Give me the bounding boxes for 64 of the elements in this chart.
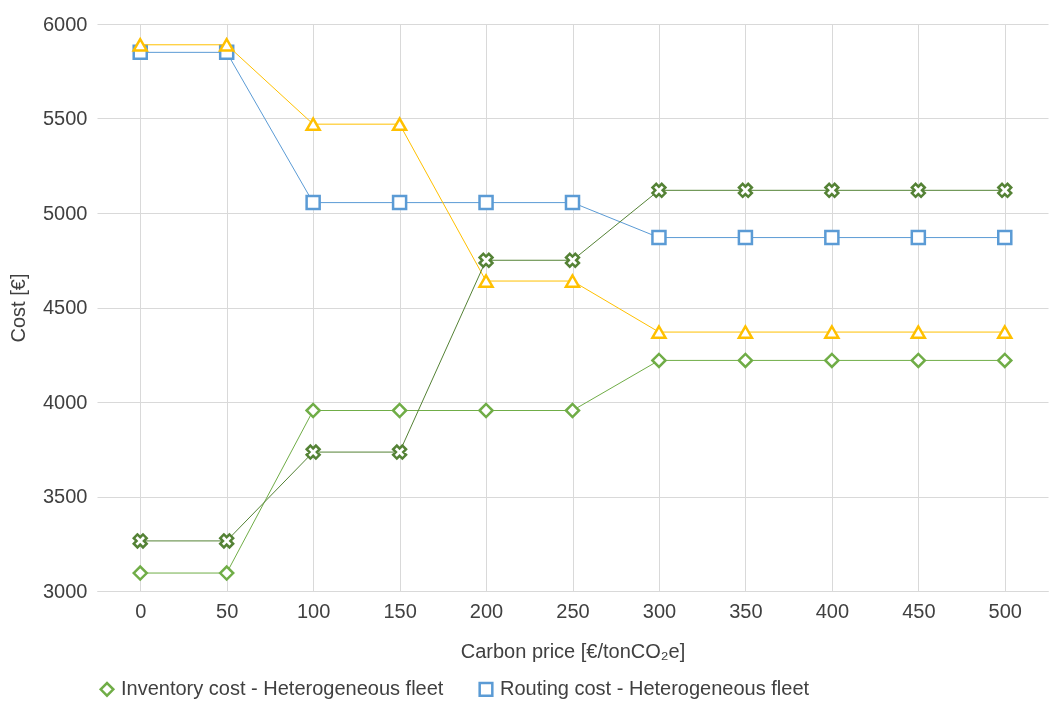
x-tick-label: 450: [902, 599, 936, 622]
point: [651, 229, 667, 246]
point: [391, 194, 408, 211]
point: [737, 325, 754, 339]
point: [737, 229, 754, 246]
point: [391, 402, 408, 419]
point: [910, 352, 927, 369]
y-tick-label: 5500: [43, 107, 88, 129]
x-tick-label: 250: [556, 599, 590, 622]
x-tick-label: 100: [296, 599, 331, 622]
point: [564, 194, 581, 211]
y-tick-label: 4000: [43, 390, 88, 413]
point: [391, 444, 408, 460]
point: [132, 565, 148, 581]
point: [737, 182, 754, 199]
point: [218, 533, 235, 549]
point: [305, 194, 321, 211]
point: [305, 117, 321, 132]
point: [478, 402, 494, 419]
x-tick-label: 50: [216, 599, 239, 622]
point: [564, 252, 581, 268]
point: [478, 274, 494, 288]
point: [997, 182, 1013, 199]
point: [132, 37, 148, 52]
x-tick-label: 300: [642, 599, 677, 622]
point: [218, 37, 235, 52]
point: [910, 182, 927, 199]
legend-label: Inventory cost - Heterogeneous fleet: [121, 677, 444, 700]
point: [478, 194, 494, 211]
point: [651, 182, 667, 199]
y-axis-title: Cost [€]: [7, 273, 30, 343]
y-tick-label: 3500: [43, 485, 88, 507]
point: [651, 325, 667, 339]
point: [564, 274, 581, 288]
point: [218, 565, 235, 581]
point: [478, 252, 494, 268]
x-tick-label: 500: [988, 599, 1022, 622]
y-tick-label: 5000: [43, 201, 88, 224]
x-tick-label: 350: [729, 599, 763, 622]
point: [737, 352, 754, 369]
x-tick-label: 400: [815, 599, 850, 622]
point: [305, 402, 321, 419]
y-tick-label: 6000: [43, 12, 88, 35]
point: [824, 352, 840, 369]
y-tick-label: 4500: [43, 296, 88, 318]
x-tick-label: 150: [383, 599, 417, 622]
point: [910, 229, 927, 246]
point: [651, 352, 667, 369]
point: [824, 325, 840, 339]
y-tick-label: 3000: [43, 579, 88, 602]
point: [824, 229, 840, 246]
point: [391, 117, 408, 132]
point: [997, 352, 1013, 369]
point: [132, 533, 148, 549]
legend-label: Routing cost - Heterogeneous fleet: [500, 677, 810, 700]
point: [564, 402, 581, 419]
point: [997, 229, 1013, 246]
point: [910, 325, 927, 339]
point: [997, 325, 1013, 339]
point: [305, 444, 321, 460]
x-axis-title: Carbon price [€/tonCO₂e]: [460, 639, 686, 662]
x-tick-label: 0: [135, 599, 147, 622]
x-tick-label: 200: [469, 599, 504, 622]
point: [824, 182, 840, 199]
